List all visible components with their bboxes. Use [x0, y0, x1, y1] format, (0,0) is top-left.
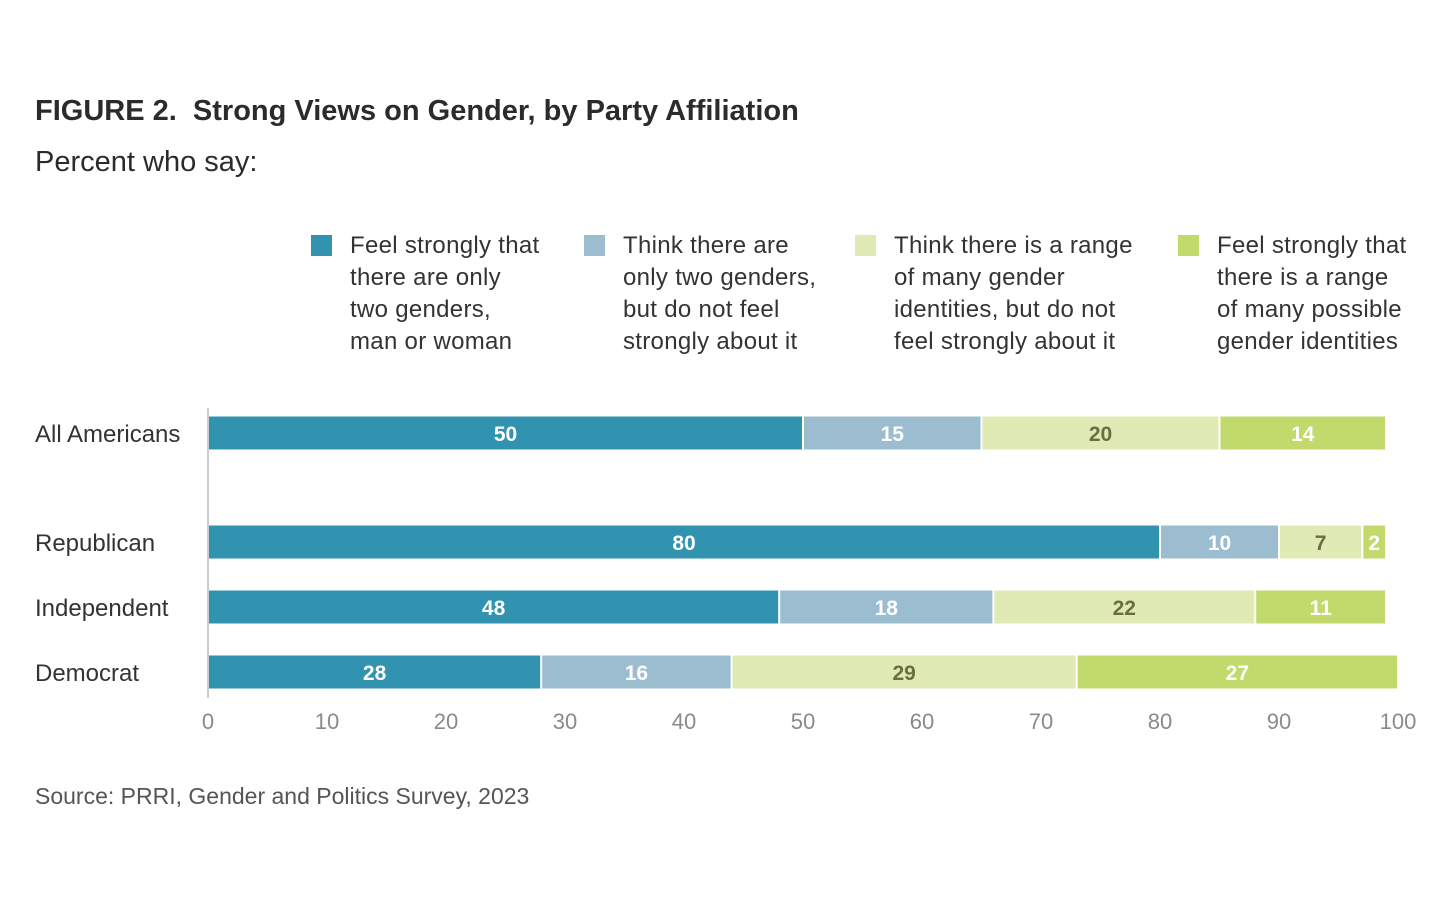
bar-segment	[1161, 525, 1278, 559]
source-note: Source: PRRI, Gender and Politics Survey…	[35, 783, 530, 809]
bar-segment	[209, 655, 541, 689]
legend-label-1: Feel strongly that there are only two ge…	[350, 232, 540, 355]
chart-title: FIGURE 2. Strong Views on Gender, by Par…	[35, 95, 799, 127]
x-tick-label: 90	[1267, 709, 1291, 734]
data-label: 48	[482, 597, 506, 620]
legend-item-4: Feel strongly that there is a range of m…	[1178, 230, 1407, 358]
data-label: 18	[875, 597, 899, 620]
x-tick-label: 50	[791, 709, 815, 734]
data-label: 20	[1089, 423, 1112, 446]
legend-label-4: Feel strongly that there is a range of m…	[1217, 232, 1407, 355]
bar-segment	[1220, 416, 1386, 450]
legend-item-3: Think there is a range of many gender id…	[855, 230, 1133, 358]
bar-segment	[209, 525, 1159, 559]
legend-swatch-4	[1178, 235, 1199, 256]
chart-subtitle: Percent who say:	[35, 146, 258, 178]
data-label: 16	[625, 662, 648, 685]
bar-segment	[209, 590, 779, 624]
x-tick-label: 70	[1029, 709, 1053, 734]
data-label: 50	[494, 423, 517, 446]
data-label: 7	[1315, 532, 1327, 555]
category-label: Democrat	[35, 660, 139, 687]
data-label: 14	[1291, 423, 1315, 446]
legend-item-2: Think there are only two genders, but do…	[584, 230, 816, 358]
data-label: 22	[1113, 597, 1136, 620]
data-label: 29	[892, 662, 915, 685]
data-label: 80	[672, 532, 695, 555]
x-tick-label: 30	[553, 709, 577, 734]
data-label: 10	[1208, 532, 1231, 555]
bar-segment	[1280, 525, 1362, 559]
bar-segment	[1256, 590, 1386, 624]
legend-label-2: Think there are only two genders, but do…	[623, 232, 817, 355]
x-tick-label: 20	[434, 709, 458, 734]
data-label: 28	[363, 662, 387, 685]
data-label: 2	[1368, 532, 1380, 555]
bar-segment	[804, 416, 981, 450]
legend-swatch-1	[311, 235, 332, 256]
x-tick-label: 80	[1148, 709, 1172, 734]
x-tick-label: 100	[1380, 709, 1417, 734]
bar-segment	[732, 655, 1076, 689]
data-label: 27	[1226, 662, 1249, 685]
bar-segment	[1077, 655, 1397, 689]
legend-label-3: Think there is a range of many gender id…	[894, 232, 1133, 355]
data-label: 15	[881, 423, 905, 446]
category-label: Independent	[35, 595, 169, 622]
category-label: All Americans	[35, 421, 180, 448]
x-tick-label: 0	[202, 709, 214, 734]
data-label: 11	[1310, 597, 1333, 620]
category-label: Republican	[35, 530, 155, 557]
x-tick-label: 40	[672, 709, 696, 734]
x-tick-label: 10	[315, 709, 339, 734]
legend-swatch-3	[855, 235, 876, 256]
legend-item-1: Feel strongly that there are only two ge…	[311, 230, 540, 358]
x-tick-label: 60	[910, 709, 934, 734]
bar-segment	[780, 590, 993, 624]
bar-segment	[982, 416, 1219, 450]
bar-segment	[994, 590, 1255, 624]
bar-segment	[1363, 525, 1386, 559]
legend-swatch-2	[584, 235, 605, 256]
bar-segment	[209, 416, 802, 450]
bar-segment	[542, 655, 731, 689]
